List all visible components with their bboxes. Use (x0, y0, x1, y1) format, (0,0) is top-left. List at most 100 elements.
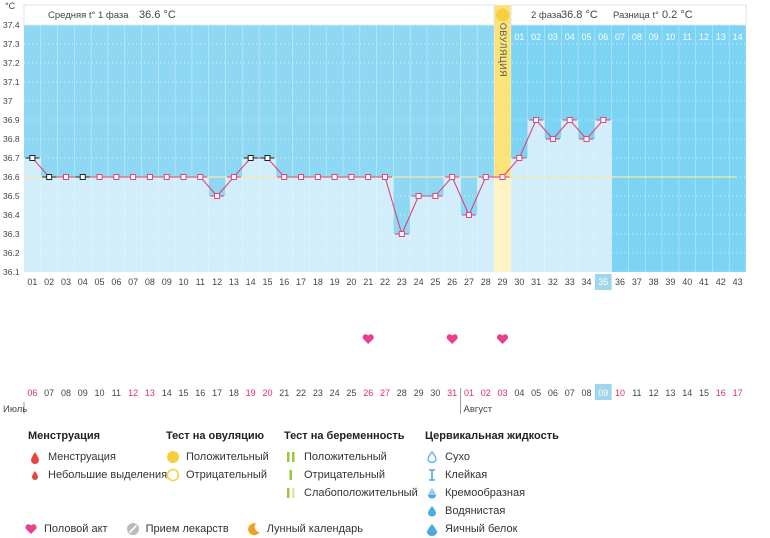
cycle-day-label: 12 (212, 277, 222, 287)
temperature-point (566, 117, 573, 123)
legend-item-dry[interactable]: Сухо (425, 448, 559, 466)
heart-icon (24, 522, 38, 536)
temperature-bar (326, 177, 344, 272)
date-label: 27 (380, 388, 390, 398)
y-tick-label: 37.4 (3, 20, 20, 30)
date-label: 10 (615, 388, 625, 398)
temperature-point (113, 174, 120, 180)
cycle-day-label: 38 (649, 277, 659, 287)
phase2-avg-value: 36.8 °C (561, 9, 598, 21)
temperature-point (465, 212, 472, 218)
empty-circle-icon (166, 468, 180, 482)
legend-item-medication[interactable]: Прием лекарств (126, 520, 229, 538)
date-label: 12 (649, 388, 659, 398)
large-drop-icon (425, 522, 439, 536)
legend-item-intercourse[interactable]: Половой акт (24, 520, 108, 538)
legend-item-egg-white[interactable]: Яичный белок (425, 520, 559, 538)
temperature-point (79, 174, 86, 180)
legend-item-spotting[interactable]: Небольшие выделения (28, 466, 167, 484)
double-bar-icon (284, 450, 298, 464)
phase2-day-label: 07 (615, 32, 625, 42)
cycle-day-label: 25 (430, 277, 440, 287)
y-tick-label: 37 (3, 96, 13, 106)
legend-item-pregnancy-negative[interactable]: Отрицательный (284, 466, 418, 484)
y-tick-label: 37.2 (3, 58, 20, 68)
filled-circle-icon (166, 450, 180, 464)
month-label: Август (464, 404, 493, 415)
phase2-day-label: 08 (632, 32, 642, 42)
temperature-point (96, 174, 103, 180)
temperature-bar (225, 177, 243, 272)
temperature-bar (460, 215, 478, 272)
legend-item-pregnancy-positive[interactable]: Положительный (284, 448, 418, 466)
date-label: 09 (598, 388, 608, 398)
legend-item-ovulation-negative[interactable]: Отрицательный (166, 466, 269, 484)
temperature-bar (477, 177, 495, 272)
date-label: 11 (112, 388, 121, 398)
phase2-day-label: 10 (665, 32, 675, 42)
temperature-bar (57, 177, 75, 272)
legend-item-watery[interactable]: Водянистая (425, 502, 559, 520)
cycle-day-label: 15 (262, 277, 272, 287)
cycle-day-label: 40 (682, 277, 692, 287)
phase2-day-label: 11 (683, 32, 692, 42)
cycle-day-label: 29 (498, 277, 508, 287)
temperature-point (348, 174, 355, 180)
date-label: 29 (414, 388, 424, 398)
cycle-day-label: 21 (363, 277, 373, 287)
phase2-day-label: 01 (514, 32, 524, 42)
date-label: 05 (531, 388, 541, 398)
legend-pregnancy-test: Тест на беременность Положительный Отриц… (284, 430, 418, 502)
legend-ovulation-test: Тест на овуляцию Положительный Отрицател… (166, 430, 269, 484)
date-label: 06 (548, 388, 558, 398)
temperature-point (314, 174, 321, 180)
legend-item-creamy[interactable]: Кремообразная (425, 484, 559, 502)
cycle-day-label: 34 (581, 277, 591, 287)
pill-icon (126, 522, 140, 536)
temperature-point (46, 174, 53, 180)
temperature-point (415, 193, 422, 199)
date-label: 21 (279, 388, 289, 398)
y-tick-label: 36.2 (3, 248, 20, 258)
phase2-day-label: 04 (565, 32, 575, 42)
date-label: 15 (179, 388, 189, 398)
temperature-bar (426, 196, 444, 272)
legend-item-pregnancy-weak[interactable]: Слабоположительный (284, 484, 418, 502)
intercourse-heart-icon (362, 334, 374, 344)
legend-item-sticky[interactable]: Клейкая (425, 466, 559, 484)
empty-drop-icon (425, 450, 439, 464)
legend-item-ovulation-positive[interactable]: Положительный (166, 448, 269, 466)
temperature-point (29, 155, 36, 161)
cycle-day-label: 30 (514, 277, 524, 287)
cycle-day-label: 19 (330, 277, 340, 287)
temperature-bar (343, 177, 360, 272)
date-label: 26 (363, 388, 373, 398)
y-tick-label: 36.7 (3, 153, 20, 163)
cycle-day-label: 10 (179, 277, 189, 287)
temperature-bar (91, 177, 108, 272)
legend-item-menstruation[interactable]: Менструация (28, 448, 167, 466)
temperature-bar (175, 177, 192, 272)
legend-item-lunar[interactable]: Лунный календарь (247, 520, 363, 538)
current-day-highlight (594, 274, 612, 290)
cycle-day-label: 24 (414, 277, 424, 287)
cycle-day-label: 32 (548, 277, 558, 287)
cycle-day-label: 33 (565, 277, 575, 287)
temperature-point (549, 136, 556, 142)
cycle-day-label: 09 (162, 277, 172, 287)
temperature-point (516, 155, 523, 161)
date-label: 16 (195, 388, 205, 398)
temperature-point (533, 117, 540, 123)
temperature-point (214, 193, 221, 199)
cycle-day-label: 27 (464, 277, 474, 287)
temperature-bar (292, 177, 310, 272)
temperature-bar (359, 177, 377, 272)
temperature-point (382, 174, 388, 180)
cycle-day-label: 11 (196, 277, 205, 287)
date-label: 10 (95, 388, 105, 398)
bbt-chart: Средняя t° 1 фаза 36.6 °C 2 фаза 36.8 °C Раз… (3, 1, 747, 415)
date-label: 31 (447, 388, 457, 398)
ovulation-sun-icon (496, 8, 510, 22)
temperature-point (583, 136, 590, 142)
ovulation-label: ОВУЛЯЦИЯ (498, 23, 508, 77)
